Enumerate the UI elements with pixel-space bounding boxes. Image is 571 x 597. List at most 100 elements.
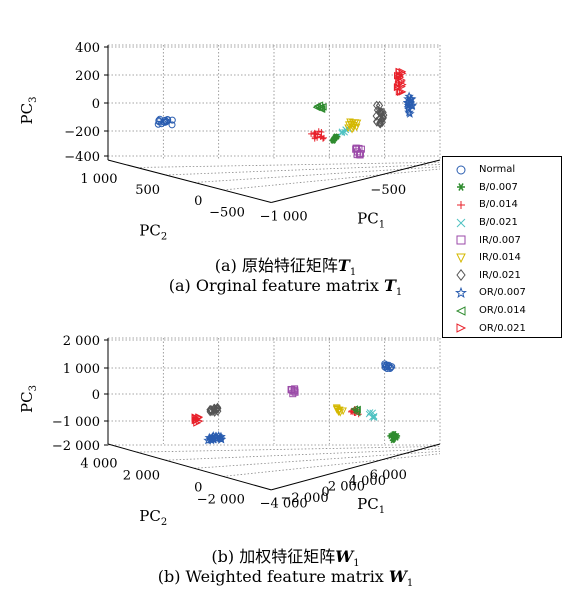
legend-marker bbox=[455, 305, 466, 316]
data-point bbox=[376, 108, 384, 118]
z-tick-label: −400 bbox=[64, 150, 100, 165]
legend-label: B/0.007 bbox=[479, 181, 518, 193]
cluster-b-0-007 bbox=[329, 133, 341, 144]
z-axis-label: PC3 bbox=[18, 385, 39, 413]
legend-marker-shape bbox=[456, 218, 466, 227]
grid-line bbox=[136, 446, 441, 453]
data-point bbox=[379, 113, 387, 124]
data-point bbox=[365, 410, 373, 418]
x-axis-line bbox=[271, 159, 441, 203]
y-tick-label: −500 bbox=[209, 205, 245, 220]
z-tick-label: 0 bbox=[92, 97, 100, 112]
z-tick-label: −200 bbox=[64, 125, 100, 140]
legend-label: B/0.021 bbox=[479, 217, 518, 229]
data-point bbox=[289, 390, 297, 398]
data-point bbox=[336, 409, 345, 417]
data-point bbox=[318, 133, 325, 140]
data-point bbox=[339, 407, 347, 416]
legend-item: B/0.021 bbox=[449, 214, 561, 232]
cluster-normal bbox=[154, 115, 176, 129]
data-point bbox=[210, 405, 219, 416]
data-point bbox=[338, 128, 346, 136]
legend-item: OR/0.007 bbox=[449, 284, 561, 302]
legend-label: OR/0.021 bbox=[479, 322, 526, 334]
cluster-ir-0-014 bbox=[344, 118, 362, 134]
grid-line bbox=[194, 166, 441, 183]
data-point bbox=[168, 116, 176, 124]
x-axis-line bbox=[271, 443, 441, 491]
data-point bbox=[373, 100, 381, 111]
data-point bbox=[383, 365, 391, 373]
legend-item: B/0.007 bbox=[449, 179, 561, 197]
y-tick-label: 0 bbox=[194, 480, 202, 495]
y-tick-label: 0 bbox=[194, 194, 202, 209]
legend: Normal B/0.007 B/0.014 B/0.021 IR/0.007 IR/0.… bbox=[442, 156, 562, 338]
z-tick-label: 1 000 bbox=[63, 362, 100, 377]
legend-label: B/0.014 bbox=[479, 199, 518, 211]
x-tick-label: −1 000 bbox=[260, 209, 308, 224]
data-point bbox=[195, 417, 204, 425]
plot-a: 400 200 0 −200 −400 PC3 1 000 500 0 −500 PC2 −1 000… bbox=[18, 41, 441, 243]
cluster-ir-0-014 bbox=[332, 404, 347, 417]
legend-label: OR/0.014 bbox=[479, 305, 526, 317]
data-point bbox=[211, 431, 222, 441]
data-point bbox=[370, 412, 378, 420]
data-point bbox=[162, 118, 170, 126]
data-point bbox=[347, 121, 356, 129]
data-point bbox=[399, 80, 407, 89]
z-tick-label: 200 bbox=[75, 69, 100, 84]
data-point bbox=[350, 405, 359, 413]
cluster-or-0-007 bbox=[402, 91, 418, 118]
data-point bbox=[349, 124, 358, 133]
data-point bbox=[404, 107, 414, 117]
data-point bbox=[370, 414, 378, 421]
data-point bbox=[395, 74, 403, 83]
y-tick-label: 2 000 bbox=[123, 468, 160, 483]
y-axis-label: PC2 bbox=[139, 507, 167, 528]
legend-marker bbox=[454, 286, 468, 299]
legend-marker-shape bbox=[457, 200, 465, 209]
data-point bbox=[352, 408, 361, 417]
z-tick-label: 2 000 bbox=[63, 334, 100, 349]
cluster-ir-0-021 bbox=[372, 100, 388, 129]
legend-marker bbox=[456, 218, 466, 227]
data-point bbox=[315, 128, 322, 135]
data-point bbox=[315, 104, 324, 112]
grid-line bbox=[223, 168, 441, 191]
data-point bbox=[317, 133, 324, 140]
legend-item: Normal bbox=[449, 161, 561, 179]
data-point bbox=[348, 408, 355, 415]
grid-line bbox=[165, 164, 441, 176]
legend-marker bbox=[456, 269, 466, 282]
legend-marker bbox=[456, 253, 466, 263]
cluster-or-0-021 bbox=[393, 67, 407, 97]
caption-b-en: (b) Weighted feature matrix W1 bbox=[157, 567, 414, 590]
data-point bbox=[389, 437, 396, 444]
x-tick-label: 0 bbox=[321, 485, 329, 500]
caption-b-cn: (b) 加权特征矩阵W1 bbox=[211, 547, 360, 570]
x-axis-label: PC1 bbox=[357, 209, 385, 230]
legend-marker-shape bbox=[454, 286, 468, 299]
legend-label: IR/0.014 bbox=[479, 252, 521, 264]
legend-marker-shape bbox=[456, 253, 466, 263]
data-point bbox=[398, 82, 406, 91]
y-tick-label: 500 bbox=[135, 183, 160, 198]
legend-marker bbox=[457, 200, 465, 209]
cluster-ir-0-007 bbox=[287, 385, 299, 398]
data-point bbox=[353, 148, 361, 156]
legend-marker bbox=[456, 323, 467, 333]
cluster-or-0-014 bbox=[350, 405, 361, 417]
legend-item: IR/0.021 bbox=[449, 267, 561, 285]
x-tick-label: −500 bbox=[370, 183, 406, 198]
data-point bbox=[206, 434, 217, 444]
legend-marker-shape bbox=[457, 183, 465, 192]
cluster-normal bbox=[381, 360, 396, 373]
caption-a-en: (a) Orginal feature matrix T1 bbox=[168, 276, 403, 299]
y-tick-label: 1 000 bbox=[80, 172, 117, 187]
y-axis-line bbox=[107, 159, 272, 203]
data-point bbox=[290, 387, 298, 395]
z-tick-label: 400 bbox=[75, 41, 100, 56]
legend-label: Normal bbox=[479, 164, 516, 176]
